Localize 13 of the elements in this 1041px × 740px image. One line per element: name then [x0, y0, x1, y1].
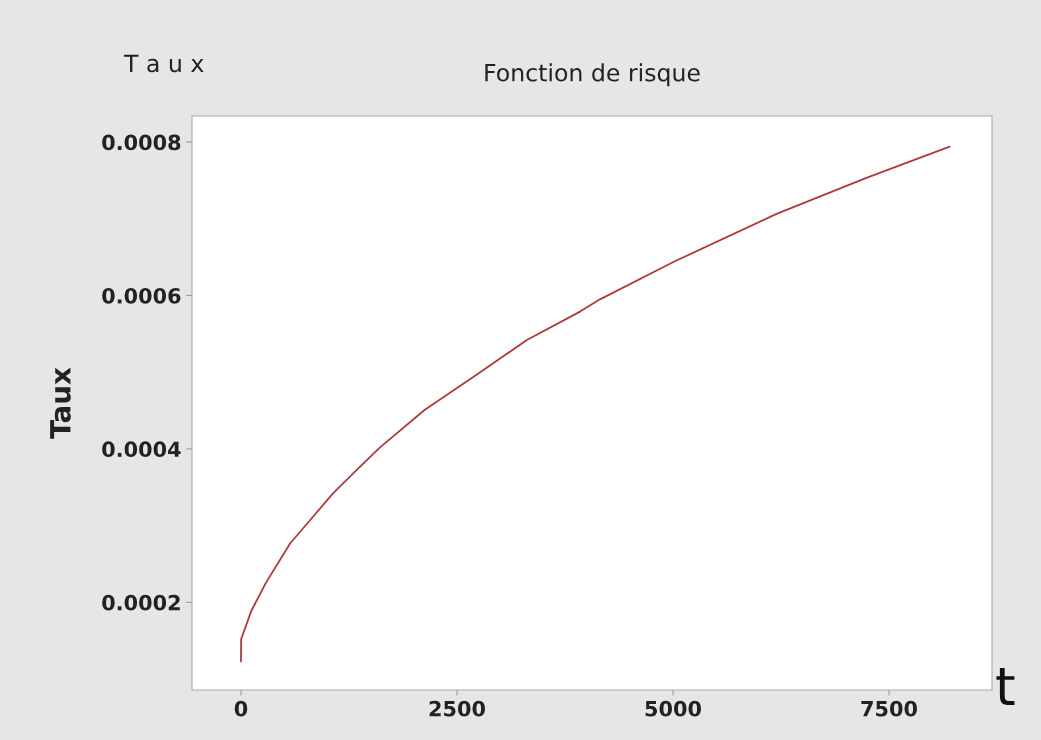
x-tick-label: 0	[234, 700, 248, 717]
x-axis-title: t	[996, 667, 1015, 705]
y-tick-label: 0.0008	[102, 134, 181, 151]
y-tick-label: 0.0006	[102, 287, 181, 304]
line-series	[240, 145, 951, 663]
y-tick-label: 0.0002	[102, 594, 180, 611]
x-tick-label: 5000	[645, 700, 701, 717]
text: T a u x	[123, 54, 204, 73]
chart-title: Fonction de risque	[485, 63, 700, 87]
y-axis-title: Taux	[50, 367, 71, 439]
x-tick-label: 7500	[861, 700, 917, 717]
y-tick-label: 0.0004	[102, 441, 181, 458]
x-tick-label: 2500	[429, 700, 485, 717]
